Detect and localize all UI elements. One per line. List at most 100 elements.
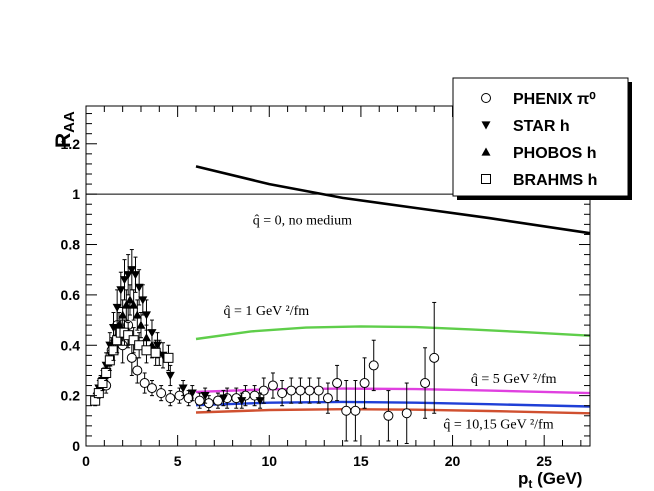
data-point [139, 378, 150, 389]
x-axis-title-sub: t [528, 477, 532, 491]
data-point [108, 345, 119, 356]
data-point [200, 392, 210, 401]
data-point [277, 388, 288, 399]
x-tick-label: 25 [536, 453, 552, 469]
y-tick-label: 1.2 [61, 136, 81, 152]
data-point [258, 385, 269, 396]
data-point [112, 303, 122, 312]
data-point [150, 347, 161, 358]
legend: PHENIX π⁰ STAR h PHOBOS h BRAHMS h [452, 77, 632, 200]
y-tick-label: 0.2 [61, 388, 81, 404]
data-point [332, 378, 343, 389]
data-point [156, 388, 167, 399]
data-point [178, 384, 188, 393]
y-tick-label: 0 [72, 438, 80, 454]
data-point [101, 367, 112, 378]
y-axis-title: RAA [52, 111, 78, 148]
x-tick-label: 0 [82, 453, 90, 469]
theory-curve-4 [195, 407, 591, 415]
data-point [146, 383, 157, 394]
data-point [267, 380, 278, 391]
legend-label: PHENIX π⁰ [513, 91, 596, 108]
x-axis-title-main: p [518, 469, 528, 488]
theory-curves [86, 165, 591, 415]
data-point [123, 330, 134, 341]
data-point [295, 385, 306, 396]
data-point [420, 378, 431, 389]
theory-curve-2 [195, 387, 591, 395]
data-point [163, 352, 174, 363]
theory-curve-1 [195, 325, 591, 341]
x-tick-label: 10 [261, 453, 277, 469]
data-point [286, 385, 297, 396]
data-point [218, 394, 228, 403]
curve-annotations: q̂ = 0, no medium q̂ = 1 GeV ²/fm q̂ = 5 G… [223, 213, 556, 432]
data-point [141, 345, 152, 356]
data-point [119, 276, 129, 285]
data-point [134, 283, 144, 292]
legend-label: BRAHMS h [513, 172, 597, 189]
plot-border [85, 105, 591, 447]
x-tick-label: 15 [353, 453, 369, 469]
legend-marker [481, 121, 491, 130]
data-point [165, 393, 176, 404]
y-tick-label: 0.4 [61, 337, 81, 353]
data-point [134, 340, 145, 351]
data-point [313, 385, 324, 396]
theory-curve-3 [195, 400, 591, 408]
data-point [136, 320, 146, 329]
curve-label: q̂ = 1 GeV ²/fm [223, 304, 309, 319]
data-point [93, 388, 104, 399]
legend-label: PHOBOS h [513, 145, 597, 162]
data-point [125, 295, 135, 304]
data-point [383, 410, 394, 421]
data-point [350, 405, 361, 416]
x-tick-label: 20 [445, 453, 461, 469]
data-point [322, 393, 333, 404]
data-point [165, 371, 175, 380]
data-point [128, 335, 139, 346]
data-point [359, 378, 370, 389]
data-point [129, 300, 139, 309]
data-point [97, 378, 108, 389]
data-point [132, 310, 142, 319]
data-point [187, 389, 197, 398]
data-point [126, 352, 137, 363]
data-point [194, 395, 205, 406]
legend-marker [481, 174, 491, 184]
plot-frame [85, 105, 591, 447]
x-tick-label: 5 [174, 453, 182, 469]
data-point [341, 405, 352, 416]
legend-label: STAR h [513, 118, 570, 135]
data-point [401, 408, 412, 419]
data-point [304, 385, 315, 396]
curve-label: q̂ = 5 GeV ²/fm [471, 372, 557, 387]
theory-curve-0 [195, 165, 591, 235]
data-point [368, 360, 379, 371]
y-tick-label: 1 [72, 186, 80, 202]
x-axis-title-rest: (GeV) [532, 469, 582, 488]
data-point [237, 397, 247, 406]
data-point [123, 271, 133, 280]
y-axis-title-main: R [52, 133, 75, 148]
data-point [141, 311, 151, 320]
axes: 0 5 10 15 20 25 0 0.2 0.4 0.6 0.8 1 1.2 pt (GeV) RAA [52, 106, 590, 491]
y-tick-label: 0.6 [61, 287, 81, 303]
data-point [132, 365, 143, 376]
data-point [255, 397, 265, 406]
legend-marker [481, 93, 491, 103]
y-axis-title-sub: AA [61, 111, 78, 133]
data-point [429, 352, 440, 363]
data-point [118, 310, 128, 319]
curve-label: q̂ = 10,15 GeV ²/fm [443, 417, 553, 432]
legend-marker [481, 147, 491, 156]
series-3 [90, 319, 174, 407]
data-point [116, 286, 126, 295]
data-point [138, 296, 148, 305]
x-axis-title: pt (GeV) [518, 469, 582, 491]
data-point [130, 271, 140, 280]
data-point [127, 266, 137, 275]
y-tick-label: 0.8 [61, 237, 81, 253]
